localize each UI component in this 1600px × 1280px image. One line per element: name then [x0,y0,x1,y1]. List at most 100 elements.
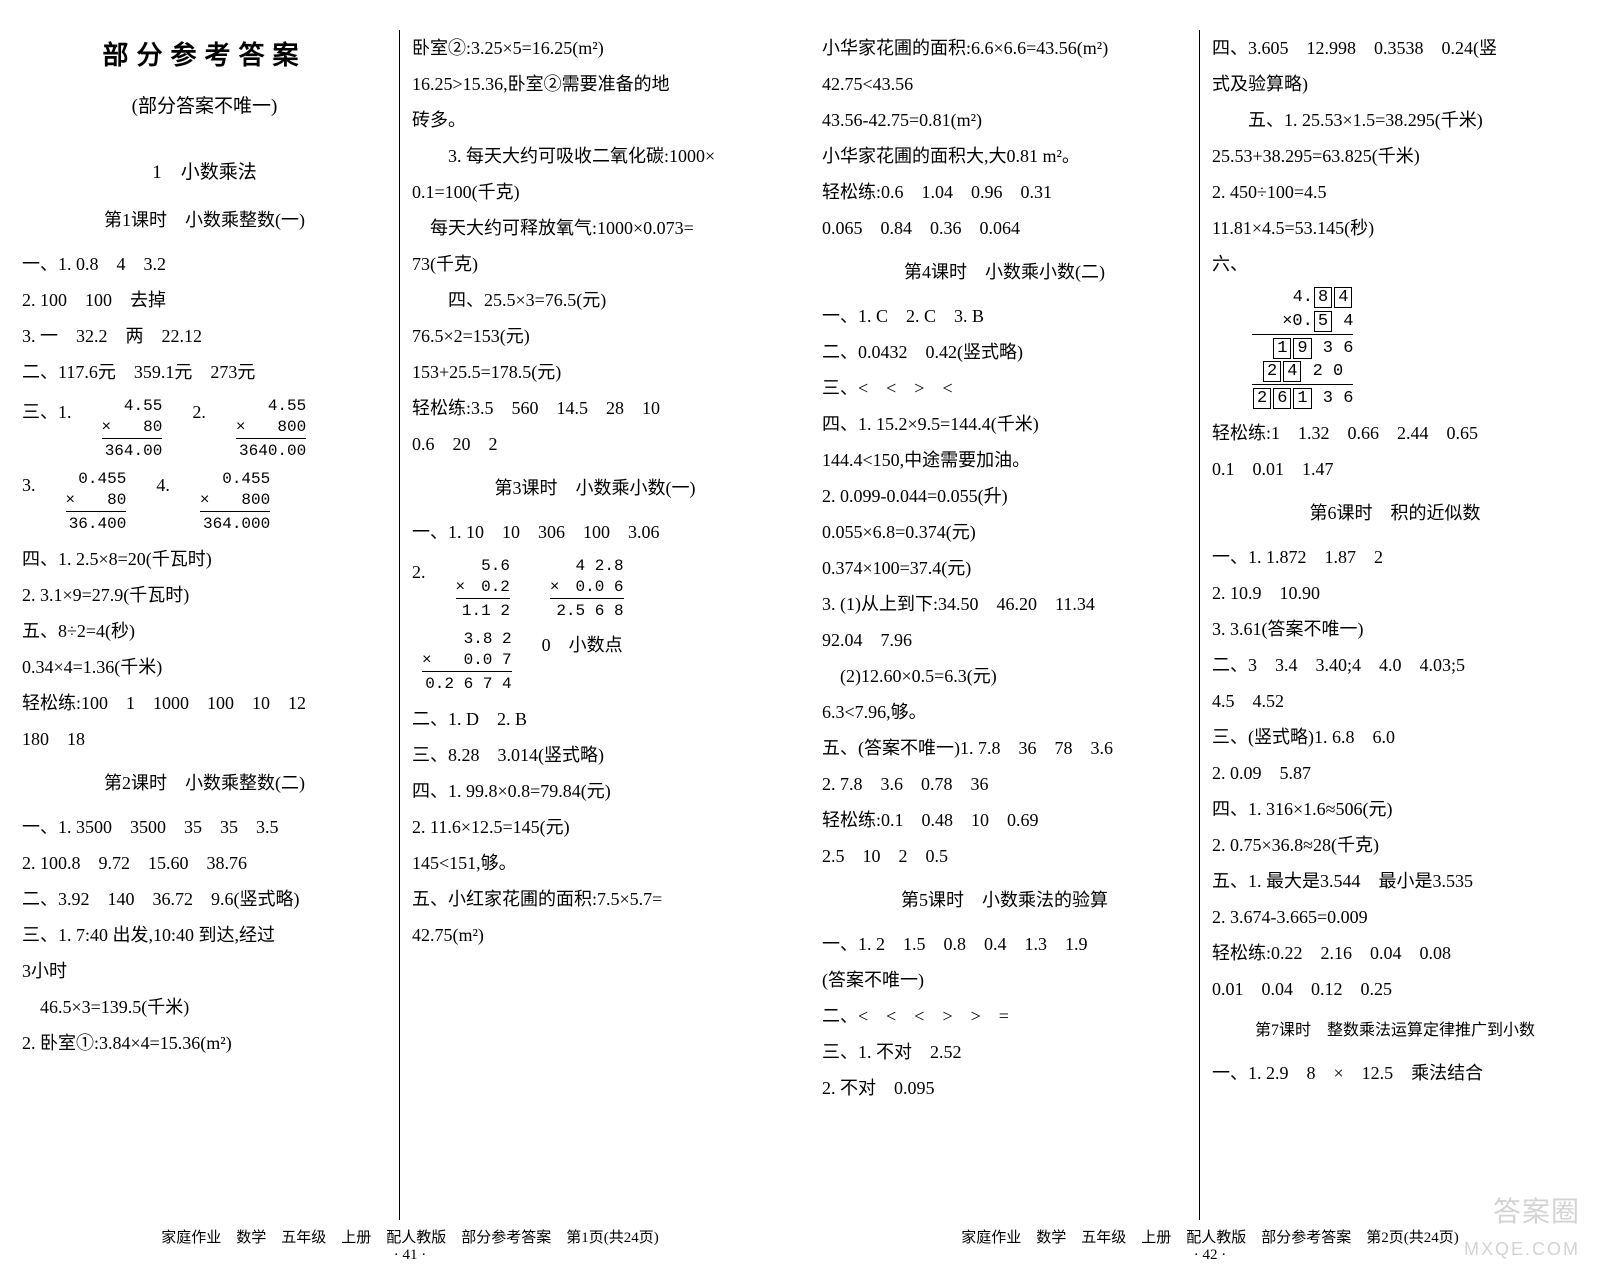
text-line: 2. 450÷100=4.5 [1212,174,1578,210]
text-line: 2. 100.8 9.72 15.60 38.76 [22,845,387,881]
text-line: 145<151,够。 [412,845,778,881]
text-line: 四、1. 316×1.6≈506(元) [1212,791,1578,827]
page1-col1: 部分参考答案 (部分答案不唯一) 1 小数乘法 第1课时 小数乘整数(一) 一、… [10,30,400,1220]
text-line: 2. 11.6×12.5=145(元) [412,809,778,845]
text-line: 轻松练:0.22 2.16 0.04 0.08 [1212,935,1578,971]
text-line: 153+25.5=178.5(元) [412,354,778,390]
lesson-3: 第3课时 小数乘小数(一) [412,470,778,506]
label: 2. [412,554,426,623]
text-line: 四、1. 99.8×0.8=79.84(元) [412,773,778,809]
text-line: 3小时 [22,953,387,989]
text-line: 2. 0.099-0.044=0.055(升) [822,478,1187,514]
calc-line: × 0.2 [456,578,510,596]
text-line: 二、< < < > > = [822,998,1187,1034]
calc-result: 2.5 6 8 [550,598,624,622]
lesson-1: 第1课时 小数乘整数(一) [22,202,387,238]
text-line: 144.4<150,中途需要加油。 [822,442,1187,478]
text-line: 43.56-42.75=0.81(m²) [822,102,1187,138]
text-line: 11.81×4.5=53.145(秒) [1212,210,1578,246]
vertical-calc: 5.6 × 0.2 1.1 2 [456,556,510,621]
footer-text: 家庭作业 数学 五年级 上册 配人教版 部分参考答案 第2页(共24页) [961,1230,1459,1246]
text-line: 三、1. 7:40 出发,10:40 到达,经过 [22,917,387,953]
calc-line: 4.55 [268,397,306,415]
text-line: 五、(答案不唯一)1. 7.8 36 78 3.6 [822,730,1187,766]
calc-line: 4.55 [124,397,162,415]
calc-group: 2. 5.6 × 0.2 1.1 2 4 2.8 × 0.0 6 2.5 6 8 [412,554,778,623]
subtitle: (部分答案不唯一) [22,88,387,126]
calc-line: 0.455 [222,470,270,488]
label: 2. [192,394,206,463]
calc-line: 3.8 2 [464,630,512,648]
text-line: 0.1=100(千克) [412,174,778,210]
calc-result: 3640.00 [236,438,306,462]
vertical-calc: 0.455 × 80 36.400 [66,469,127,534]
text-line: 轻松练:0.1 0.48 10 0.69 [822,802,1187,838]
lesson-4: 第4课时 小数乘小数(二) [822,254,1187,290]
text-line: 五、小红家花圃的面积:7.5×5.7= [412,881,778,917]
calc-line: × 80 [66,491,127,509]
text-line: 6.3<7.96,够。 [822,694,1187,730]
text-line: 一、1. 2 1.5 0.8 0.4 1.3 1.9 [822,926,1187,962]
watermark-url: MXQE.COM [1464,1239,1580,1260]
calc-line: 4 2.8 [576,557,624,575]
chapter-1: 1 小数乘法 [22,154,387,192]
text-line: 0.34×4=1.36(千米) [22,649,387,685]
vertical-calc: 4 2.8 × 0.0 6 2.5 6 8 [550,556,624,621]
text-line: 卧室②:3.25×5=16.25(m²) [412,30,778,66]
text-line: 三、1. 不对 2.52 [822,1034,1187,1070]
page-1: 部分参考答案 (部分答案不唯一) 1 小数乘法 第1课时 小数乘整数(一) 一、… [0,0,800,1280]
text-line: 小华家花圃的面积大,大0.81 m²。 [822,138,1187,174]
text-line: 六、 [1212,246,1578,282]
text-line: 2. 3.1×9=27.9(千瓦时) [22,577,387,613]
calc-line: × 0.0 7 [422,651,512,669]
text-line: 3. 3.61(答案不唯一) [1212,611,1578,647]
text-line: 四、3.605 12.998 0.3538 0.24(竖 [1212,30,1578,66]
page2-col2: 四、3.605 12.998 0.3538 0.24(竖 式及验算略) 五、1.… [1200,30,1590,1220]
label: 4. [156,467,170,536]
page-number: · 41 · [394,1247,427,1263]
text-line: 2. 100 100 去掉 [22,282,387,318]
calc-line: × 80 [102,418,163,436]
text-line: 76.5×2=153(元) [412,318,778,354]
vertical-calc: 4.55 × 80 364.00 [102,396,163,461]
text-line: 一、1. 3500 3500 35 35 3.5 [22,809,387,845]
label: 3. [22,467,36,536]
text-line: 轻松练:100 1 1000 100 10 12 [22,685,387,721]
calc-group: 3.8 2 × 0.0 7 0.2 6 7 4 0 小数点 [412,627,778,696]
calc-line: 5.6 [481,557,510,575]
text-line: 16.25>15.36,卧室②需要准备的地 [412,66,778,102]
page1-col2: 卧室②:3.25×5=16.25(m²) 16.25>15.36,卧室②需要准备… [400,30,790,1220]
text-line: 式及验算略) [1212,66,1578,102]
text-line: 0.055×6.8=0.374(元) [822,514,1187,550]
calc-line: × 800 [200,491,270,509]
footer-1: 家庭作业 数学 五年级 上册 配人教版 部分参考答案 第1页(共24页) · 4… [10,1226,810,1264]
text-line: 二、3 3.4 3.40;4 4.0 4.03;5 [1212,647,1578,683]
text-line: 2. 0.75×36.8≈28(千克) [1212,827,1578,863]
text-line: 五、1. 最大是3.544 最小是3.535 [1212,863,1578,899]
main-title: 部分参考答案 [22,30,387,82]
calc-row: ×0.5 4 [1252,310,1353,334]
calc-line: 0.455 [78,470,126,488]
text-line: 轻松练:1 1.32 0.66 2.44 0.65 [1212,415,1578,451]
calc-result: 1.1 2 [456,598,510,622]
calc-row: 261 3 6 [1252,384,1353,411]
text-line: (2)12.60×0.5=6.3(元) [822,658,1187,694]
page-2: 小华家花圃的面积:6.6×6.6=43.56(m²) 42.75<43.56 4… [800,0,1600,1280]
label: 0 小数点 [542,627,623,696]
calc-row: 4.84 [1252,286,1353,310]
text-line: 0.01 0.04 0.12 0.25 [1212,971,1578,1007]
calc-result: 364.000 [200,511,270,535]
vertical-calc: 4.55 × 800 3640.00 [236,396,306,461]
text-line: 2. 3.674-3.665=0.009 [1212,899,1578,935]
calc-result: 36.400 [66,511,127,535]
text-line: 一、1. 2.9 8 × 12.5 乘法结合 [1212,1055,1578,1091]
text-line: 46.5×3=139.5(千米) [22,989,387,1025]
text-line: 四、25.5×3=76.5(元) [412,282,778,318]
text-line: 4.5 4.52 [1212,683,1578,719]
text-line: 轻松练:0.6 1.04 0.96 0.31 [822,174,1187,210]
text-line: 每天大约可释放氧气:1000×0.073= [412,210,778,246]
text-line: 二、3.92 140 36.72 9.6(竖式略) [22,881,387,917]
text-line: 一、1. 1.872 1.87 2 [1212,539,1578,575]
calc-line: × 800 [236,418,306,436]
text-line: 三、8.28 3.014(竖式略) [412,737,778,773]
